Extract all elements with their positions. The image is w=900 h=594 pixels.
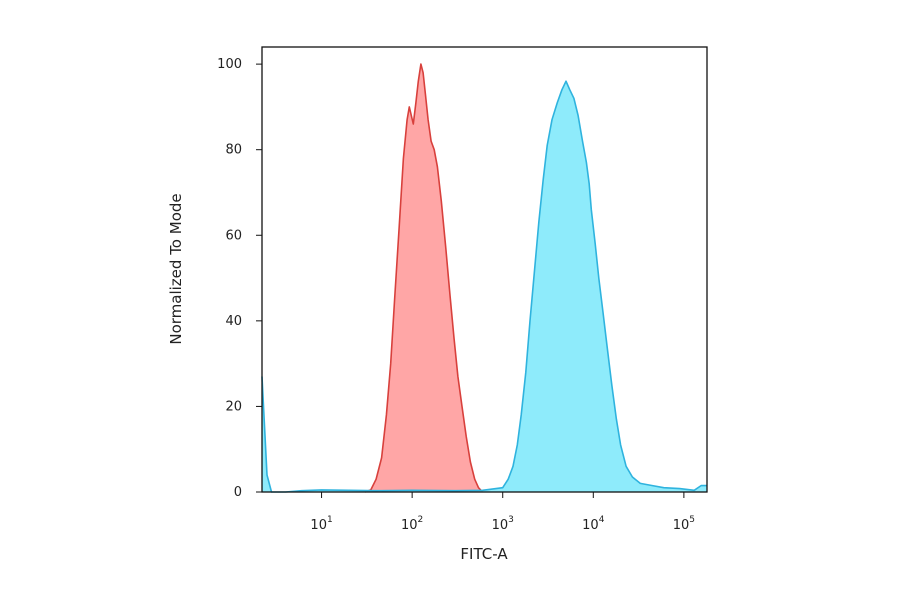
series-0-area	[364, 64, 483, 492]
series-1-line	[261, 80, 707, 493]
x-axis: 101 102 103 104 105	[310, 492, 695, 533]
series-0-line	[364, 63, 484, 493]
y-tick-label: 60	[225, 228, 242, 243]
x-tick-label: 102	[401, 515, 423, 533]
y-tick-label: 100	[217, 57, 242, 72]
y-tick-label: 20	[225, 399, 242, 414]
x-tick-label: 105	[673, 515, 695, 533]
x-tick-label: 101	[310, 515, 332, 533]
series-1-area	[262, 81, 707, 492]
y-tick-label: 80	[225, 143, 242, 158]
series-layer	[261, 63, 707, 493]
y-tick-label: 40	[225, 314, 242, 329]
y-axis-title: Normalized To Mode	[167, 193, 185, 344]
plot-frame	[261, 46, 708, 493]
y-axis: 0 20 40 60 80 100	[217, 57, 262, 500]
x-tick-label: 103	[492, 515, 514, 533]
x-tick-label: 104	[582, 515, 605, 533]
x-axis-title: FITC-A	[460, 545, 508, 563]
y-tick-label: 0	[234, 485, 242, 500]
